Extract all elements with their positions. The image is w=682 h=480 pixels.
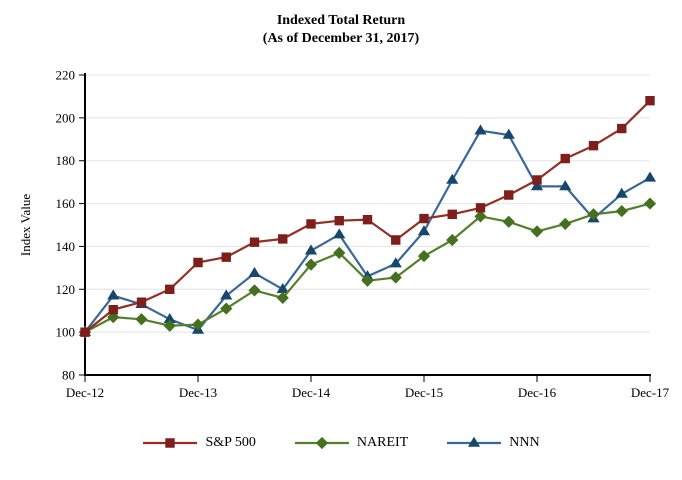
series-s-p-500-marker — [108, 304, 118, 315]
series-nareit-marker — [559, 217, 572, 231]
chart-title-block: Indexed Total Return (As of December 31,… — [0, 12, 682, 48]
series-nnn-marker — [220, 289, 233, 300]
series-nareit-marker — [220, 302, 233, 315]
series-s-p-500-marker — [475, 203, 486, 213]
series-s-p-500-marker — [334, 216, 344, 226]
series-s-p-500-marker — [560, 153, 570, 164]
series-nareit-marker — [163, 319, 176, 332]
series-nareit-marker — [333, 246, 346, 259]
y-axis-title: Index Value — [18, 194, 33, 256]
series-nareit-marker — [417, 249, 431, 263]
x-tick-label: Dec-14 — [292, 385, 331, 400]
legend-label: S&P 500 — [205, 435, 256, 450]
legend-label: NAREIT — [356, 435, 409, 450]
legend-nnn-swatch-icon — [447, 436, 502, 447]
legend-item-s-p-500: S&P 500 — [142, 435, 256, 451]
series-s-p-500-marker — [419, 213, 429, 224]
series-s-p-500-marker — [504, 190, 514, 200]
legend-s-p-500-swatch-icon — [143, 438, 198, 448]
legend-label: NNN — [509, 435, 540, 450]
series-nnn-marker — [389, 257, 402, 268]
series-nareit-marker — [643, 197, 657, 210]
series-nareit-marker — [389, 271, 402, 284]
y-tick-label: 140 — [56, 239, 76, 254]
series-nareit-marker — [304, 258, 318, 271]
y-tick-label: 200 — [56, 110, 76, 125]
series-nareit-marker — [135, 313, 148, 326]
series-s-p-500-marker — [193, 257, 203, 268]
series-s-p-500-marker — [306, 219, 316, 229]
series-nnn-marker — [333, 228, 346, 239]
series-s-p-500-marker — [221, 252, 231, 262]
x-tick-label: Dec-13 — [179, 385, 217, 400]
chart-title: Indexed Total Return — [276, 13, 406, 28]
y-tick-label: 220 — [56, 68, 76, 83]
series-nnn-marker — [107, 289, 120, 300]
series-nnn-marker — [502, 128, 515, 139]
series-nnn-marker — [643, 171, 657, 182]
series-s-p-500-marker — [617, 123, 627, 134]
y-tick-label: 180 — [56, 153, 76, 168]
series-s-p-500-marker — [447, 209, 457, 219]
x-tick-label: Dec-16 — [518, 385, 557, 400]
series-s-p-500-marker — [362, 214, 373, 225]
series-nareit-marker — [530, 225, 544, 238]
series-nareit-marker — [191, 318, 205, 331]
y-tick-label: 100 — [56, 325, 76, 340]
series-s-p-500-marker — [165, 284, 175, 294]
legend-nareit-swatch-icon — [294, 436, 349, 450]
series-s-p-500-marker — [391, 235, 401, 245]
series-s-p-500-marker — [136, 297, 147, 307]
series-nareit-marker — [276, 291, 289, 304]
series-nareit-marker — [446, 233, 459, 247]
series-nareit-marker — [502, 215, 515, 228]
series-nareit-marker — [361, 274, 374, 287]
series-s-p-500-marker — [532, 175, 542, 185]
series-nareit-marker — [474, 210, 487, 223]
series-s-p-500-marker — [278, 234, 288, 244]
series-s-p-500-marker — [249, 237, 260, 247]
series-nnn-marker — [615, 187, 628, 198]
chart-legend: S&P 500 NAREIT NNN — [0, 433, 682, 453]
series-nnn-marker — [417, 225, 431, 236]
series-nnn-marker — [474, 124, 487, 135]
series-nareit-marker — [107, 311, 120, 324]
x-tick-label: Dec-12 — [66, 385, 104, 400]
series-nareit-marker — [587, 208, 600, 221]
legend-item-nnn: NNN — [446, 435, 540, 451]
x-tick-label: Dec-15 — [405, 385, 443, 400]
y-tick-label: 120 — [56, 282, 76, 297]
series-nnn-marker — [446, 173, 459, 184]
chart-subtitle: (As of December 31, 2017) — [262, 31, 420, 46]
series-s-p-500-marker — [588, 141, 599, 151]
y-tick-label: 160 — [56, 196, 76, 211]
legend-item-nareit: NAREIT — [294, 435, 408, 451]
series-s-p-500-marker — [80, 327, 90, 337]
x-tick-label: Dec-17 — [631, 385, 670, 400]
series-nnn-marker — [559, 180, 572, 191]
series-nareit-marker — [615, 204, 628, 218]
series-nnn-marker — [248, 266, 261, 277]
y-tick-label: 80 — [62, 368, 75, 383]
series-nnn-marker — [304, 244, 318, 255]
series-s-p-500-marker — [645, 96, 655, 106]
series-nnn-marker — [530, 180, 544, 191]
series-nareit-marker — [248, 284, 261, 297]
